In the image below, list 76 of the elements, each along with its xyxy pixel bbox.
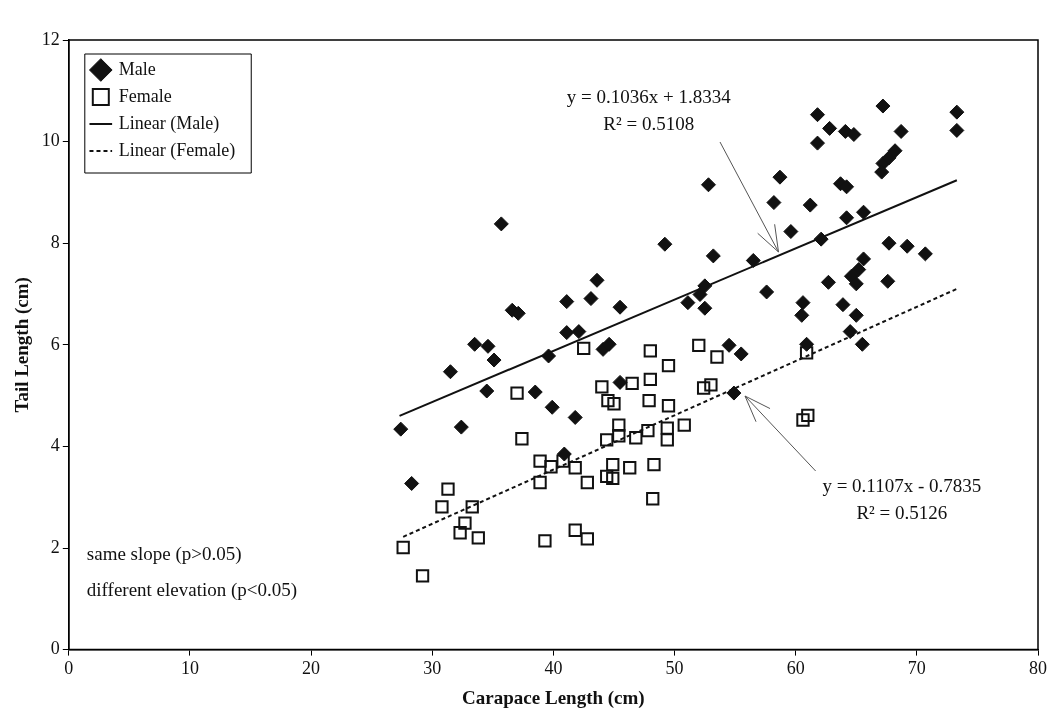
point xyxy=(660,421,674,435)
point xyxy=(601,394,615,408)
point xyxy=(556,454,570,468)
point xyxy=(692,338,706,352)
point xyxy=(580,532,594,546)
legend-label: Female xyxy=(118,85,172,106)
point xyxy=(606,458,620,472)
y-axis-title: Tail Length (cm) xyxy=(11,277,34,413)
annotation: y = 0.1107x - 0.7835 R² = 0.5126 xyxy=(822,475,982,524)
point xyxy=(533,475,547,490)
point xyxy=(643,344,657,358)
point xyxy=(415,569,430,583)
point xyxy=(646,492,660,506)
y-tick-label: 4 xyxy=(50,435,60,456)
point xyxy=(568,461,582,475)
x-tick-label: 40 xyxy=(544,658,563,679)
y-tick-label: 2 xyxy=(50,536,60,557)
point xyxy=(643,372,657,386)
point xyxy=(538,534,552,548)
y-tick-label: 8 xyxy=(50,231,60,252)
point xyxy=(600,469,614,484)
point xyxy=(515,432,529,446)
point xyxy=(471,531,485,545)
y-tick-label: 10 xyxy=(41,130,60,151)
point xyxy=(577,341,591,356)
point xyxy=(629,431,643,445)
y-tick-label: 6 xyxy=(50,333,60,354)
point xyxy=(710,350,724,364)
point xyxy=(595,380,609,394)
y-tick-label: 12 xyxy=(41,28,60,49)
point xyxy=(625,376,639,391)
x-tick-label: 80 xyxy=(1029,658,1047,679)
point xyxy=(696,381,711,395)
point xyxy=(661,399,676,413)
x-tick-label: 0 xyxy=(64,658,74,679)
point xyxy=(441,482,455,496)
legend-label: Linear (Male) xyxy=(118,112,220,134)
x-tick-label: 50 xyxy=(665,658,684,679)
point xyxy=(612,418,626,432)
point xyxy=(704,378,718,392)
point xyxy=(661,358,676,373)
point xyxy=(544,460,558,474)
y-tick-label: 0 xyxy=(50,638,60,659)
point xyxy=(453,526,467,540)
point xyxy=(642,394,656,408)
point xyxy=(677,418,691,432)
annotation: different elevation (p<0.05) xyxy=(86,578,298,601)
point xyxy=(796,413,810,427)
point xyxy=(568,523,582,537)
x-tick-label: 20 xyxy=(302,658,321,679)
point xyxy=(533,454,547,468)
point xyxy=(660,433,674,447)
x-tick-label: 30 xyxy=(423,658,442,679)
point xyxy=(606,471,620,486)
point xyxy=(580,475,594,490)
point xyxy=(641,424,655,438)
point xyxy=(465,500,479,514)
point xyxy=(799,346,814,360)
point xyxy=(612,429,626,443)
legend-label: Linear (Female) xyxy=(118,139,236,161)
x-tick-label: 10 xyxy=(180,658,199,679)
x-axis-title: Carapace Length (cm) xyxy=(462,686,645,709)
x-tick-label: 70 xyxy=(907,658,926,679)
point xyxy=(458,516,472,530)
annotation: same slope (p>0.05) xyxy=(86,542,242,565)
point xyxy=(435,500,449,514)
x-tick-label: 60 xyxy=(786,658,805,679)
point xyxy=(396,540,410,555)
legend-label: Male xyxy=(118,58,156,79)
point xyxy=(801,408,815,423)
point xyxy=(607,397,621,411)
point xyxy=(623,461,637,475)
point xyxy=(600,433,614,447)
point xyxy=(510,386,524,400)
point xyxy=(647,458,661,472)
annotation: y = 0.1036x + 1.8334 R² = 0.5108 xyxy=(566,86,732,135)
